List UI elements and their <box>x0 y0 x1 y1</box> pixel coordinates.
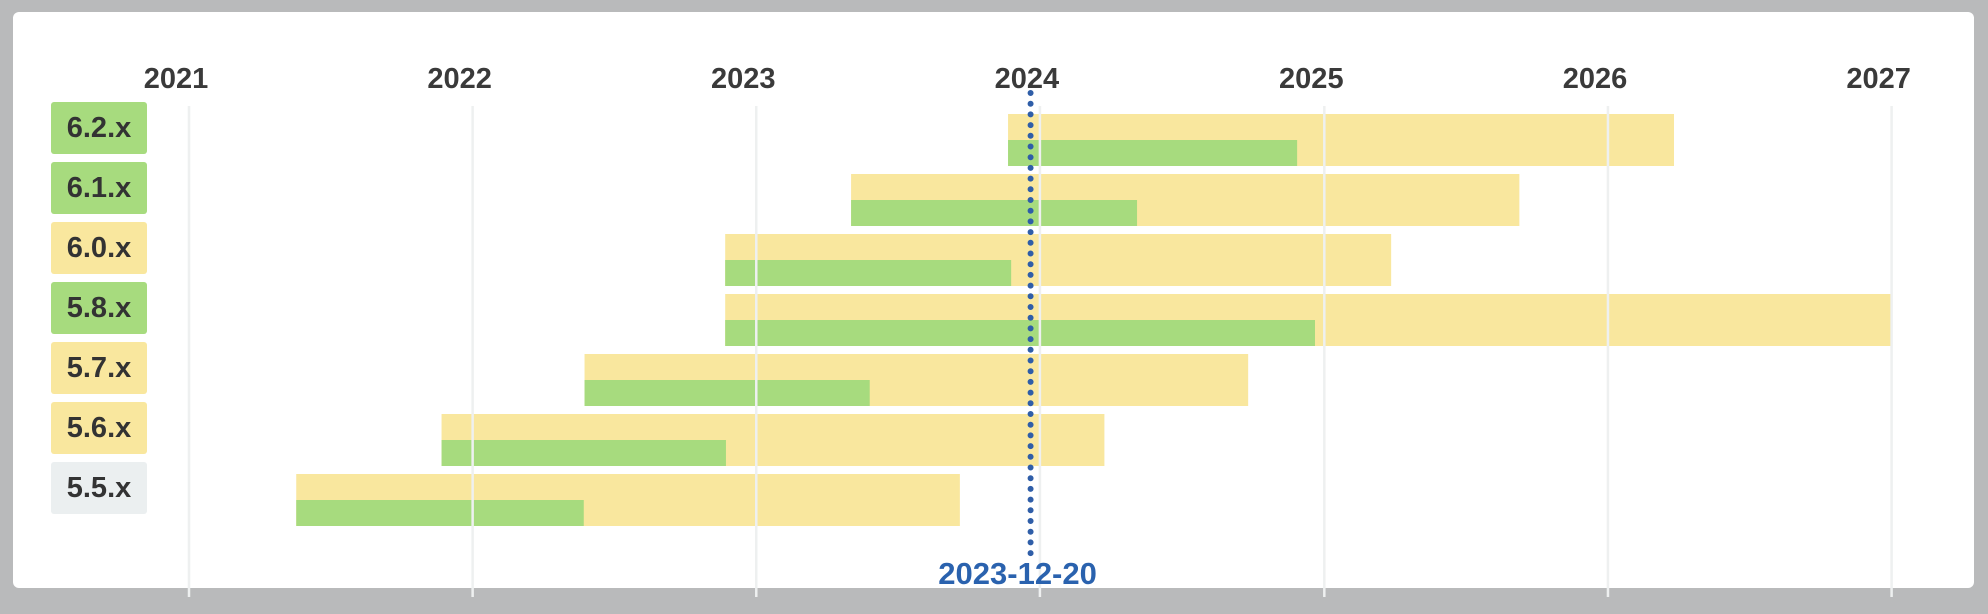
active-support-bar[interactable] <box>851 200 1138 226</box>
active-support-bar[interactable] <box>725 320 1315 346</box>
active-support-bar[interactable] <box>725 260 1012 286</box>
lifecycle-gantt-chart <box>187 90 1893 597</box>
version-label-6-1-x: 6.1.x <box>51 162 147 214</box>
year-tick-label: 2022 <box>427 63 492 95</box>
year-tick-label: 2027 <box>1846 63 1911 95</box>
year-tick-label: 2023 <box>711 63 776 95</box>
active-support-bar[interactable] <box>296 500 584 526</box>
active-support-bar[interactable] <box>584 380 870 406</box>
version-label-6-0-x: 6.0.x <box>51 222 147 274</box>
year-tick-label: 2026 <box>1562 63 1628 95</box>
today-date-label: 2023-12-20 <box>938 556 1097 591</box>
active-support-bar[interactable] <box>1008 140 1298 166</box>
year-tick-label: 2025 <box>1279 63 1344 95</box>
year-tick-label: 2021 <box>143 63 209 95</box>
year-tick-label: 2024 <box>994 63 1060 95</box>
lifecycle-chart-card: 2021 2022 2023 2024 2025 2026 2027 6.2.x 6.1.x 6… <box>13 12 1974 597</box>
version-label-5-8-x: 5.8.x <box>51 282 147 334</box>
active-support-bar[interactable] <box>441 440 726 466</box>
version-label-5-6-x: 5.6.x <box>51 402 147 454</box>
version-label-5-5-x: 5.5.x <box>51 462 147 514</box>
version-label-6-2-x: 6.2.x <box>51 102 147 154</box>
version-label-5-7-x: 5.7.x <box>51 342 147 394</box>
